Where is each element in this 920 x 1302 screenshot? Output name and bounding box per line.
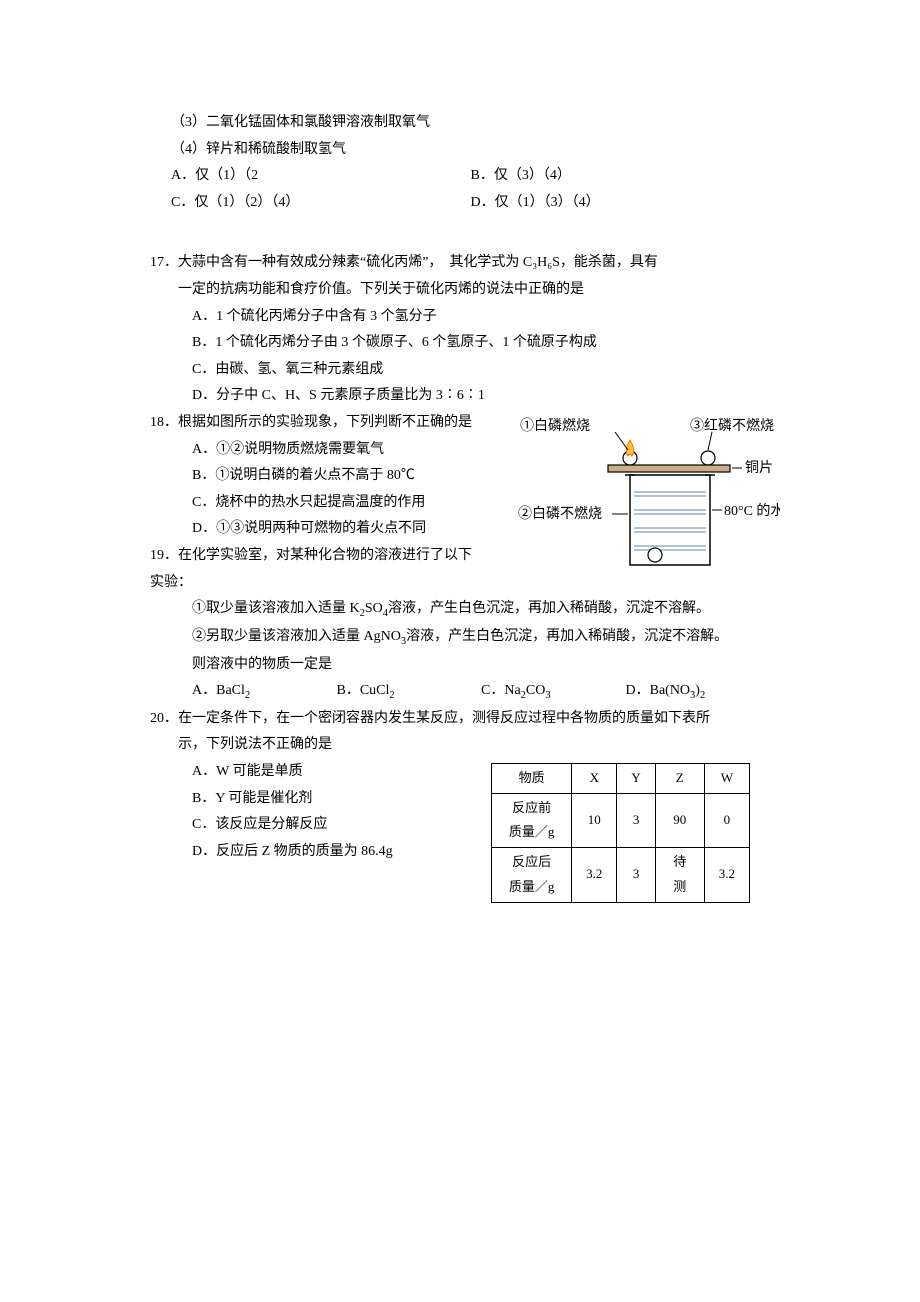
table-cell: 3.2 [704, 848, 749, 902]
table-cell: 3 [617, 848, 655, 902]
q19-number: 19． [150, 543, 178, 570]
q17-opt-b: B．1 个硫化丙烯分子由 3 个碳原子、6 个氢原子、1 个硫原子构成 [150, 330, 770, 357]
q16-remainder: （3）二氧化锰固体和氯酸钾溶液制取氧气 （4）锌片和稀硫酸制取氢气 A．仅（1）… [150, 110, 770, 216]
q20-stem-2: 示，下列说法不正确的是 [178, 732, 770, 759]
q17-opt-c: C．由碳、氢、氧三种元素组成 [150, 357, 770, 384]
q16-item-4: （4）锌片和稀硫酸制取氢气 [150, 137, 770, 164]
table-head-2: Y [617, 764, 655, 794]
table-cell: 待测 [655, 848, 704, 902]
q20-opt-c: C．该反应是分解反应 [150, 812, 491, 839]
fig-label-3: ③红磷不燃烧 [690, 417, 774, 434]
spacer [150, 216, 770, 250]
q16-opt-a: A．仅（1）（2 [171, 163, 471, 190]
q17: 17． 大蒜中含有一种有效成分辣素“硫化丙烯”， 其化学式为 C₃H₆S，能杀菌… [150, 250, 770, 410]
q19-step-1: ①取少量该溶液加入适量 K2SO4溶液，产生白色沉淀，再加入稀硝酸，沉淀不溶解。 [150, 596, 770, 624]
q19-opt-c: C．Na2CO3 [481, 678, 626, 706]
table-row: 物质 X Y Z W [492, 764, 750, 794]
q17-stem-1: 大蒜中含有一种有效成分辣素“硫化丙烯”， 其化学式为 C₃H₆S，能杀菌，具有 [178, 250, 770, 277]
q20-opt-b: B．Y 可能是催化剂 [150, 786, 491, 813]
q19: 19． 在化学实验室，对某种化合物的溶液进行了以下 实验： ①取少量该溶液加入适… [150, 543, 770, 706]
fig-label-cu: 铜片 [745, 460, 773, 476]
q19-stem-2: 实验： [150, 570, 770, 597]
q16-choices-row1: A．仅（1）（2 B．仅（3）（4） [150, 163, 770, 190]
q19-choices: A．BaCl2 B．CuCl2 C．Na2CO3 D．Ba(NO3)2 [150, 678, 770, 706]
q16-opt-b: B．仅（3）（4） [471, 163, 771, 190]
q20-opt-d: D．反应后 Z 物质的质量为 86.4g [150, 839, 491, 866]
q16-opt-d: D．仅（1）（3）（4） [471, 190, 771, 217]
q20-opt-a: A．W 可能是单质 [150, 759, 491, 786]
table-cell: 10 [572, 793, 617, 847]
table-cell: 3 [617, 793, 655, 847]
table-head-0: 物质 [492, 764, 572, 794]
table-head-4: W [704, 764, 749, 794]
q19-opt-d: D．Ba(NO3)2 [626, 678, 771, 706]
fig-label-1: ①白磷燃烧 [520, 417, 590, 434]
q17-opt-a: A．1 个硫化丙烯分子中含有 3 个氢分子 [150, 304, 770, 331]
q16-opt-c: C．仅（1）（2）（4） [171, 190, 471, 217]
q17-number: 17． [150, 250, 178, 303]
q20-stem-1: 在一定条件下，在一个密闭容器内发生某反应，测得反应过程中各物质的质量如下表所 [178, 706, 770, 733]
q16-item-3: （3）二氧化锰固体和氯酸钾溶液制取氧气 [150, 110, 770, 137]
table-cell: 90 [655, 793, 704, 847]
q19-stem-1: 在化学实验室，对某种化合物的溶液进行了以下 [178, 543, 770, 570]
table-row: 反应后质量／g 3.2 3 待测 3.2 [492, 848, 750, 902]
fig-label-2: ②白磷不燃烧 [518, 505, 602, 522]
table-cell: 3.2 [572, 848, 617, 902]
q19-opt-b: B．CuCl2 [337, 678, 482, 706]
table-row: 反应前质量／g 10 3 90 0 [492, 793, 750, 847]
q20-number: 20． [150, 706, 178, 759]
q18-number: 18． [150, 410, 178, 437]
table-cell: 0 [704, 793, 749, 847]
fig-label-water: 80°C 的水 [724, 503, 780, 519]
table-head-1: X [572, 764, 617, 794]
q19-opt-a: A．BaCl2 [192, 678, 337, 706]
q17-opt-d: D．分子中 C、H、S 元素原子质量比为 3∶6∶1 [150, 383, 770, 410]
q17-stem-2: 一定的抗病功能和食疗价值。下列关于硫化丙烯的说法中正确的是 [178, 277, 770, 304]
q20-table: 物质 X Y Z W 反应前质量／g 10 3 90 0 反应后质量／g 3.2… [491, 763, 750, 902]
q19-conclusion: 则溶液中的物质一定是 [150, 652, 770, 679]
table-row1-label: 反应前质量／g [492, 793, 572, 847]
table-head-3: Z [655, 764, 704, 794]
q16-choices-row2: C．仅（1）（2）（4） D．仅（1）（3）（4） [150, 190, 770, 217]
q18: ①白磷燃烧 ③红磷不燃烧 铜片 80°C 的水 ②白磷不燃烧 18． 根据如图所… [150, 410, 770, 543]
table-row2-label: 反应后质量／g [492, 848, 572, 902]
q19-step-2: ②另取少量该溶液加入适量 AgNO3溶液，产生白色沉淀，再加入稀硝酸，沉淀不溶解… [150, 624, 770, 652]
q20: 20． 在一定条件下，在一个密闭容器内发生某反应，测得反应过程中各物质的质量如下… [150, 706, 770, 907]
